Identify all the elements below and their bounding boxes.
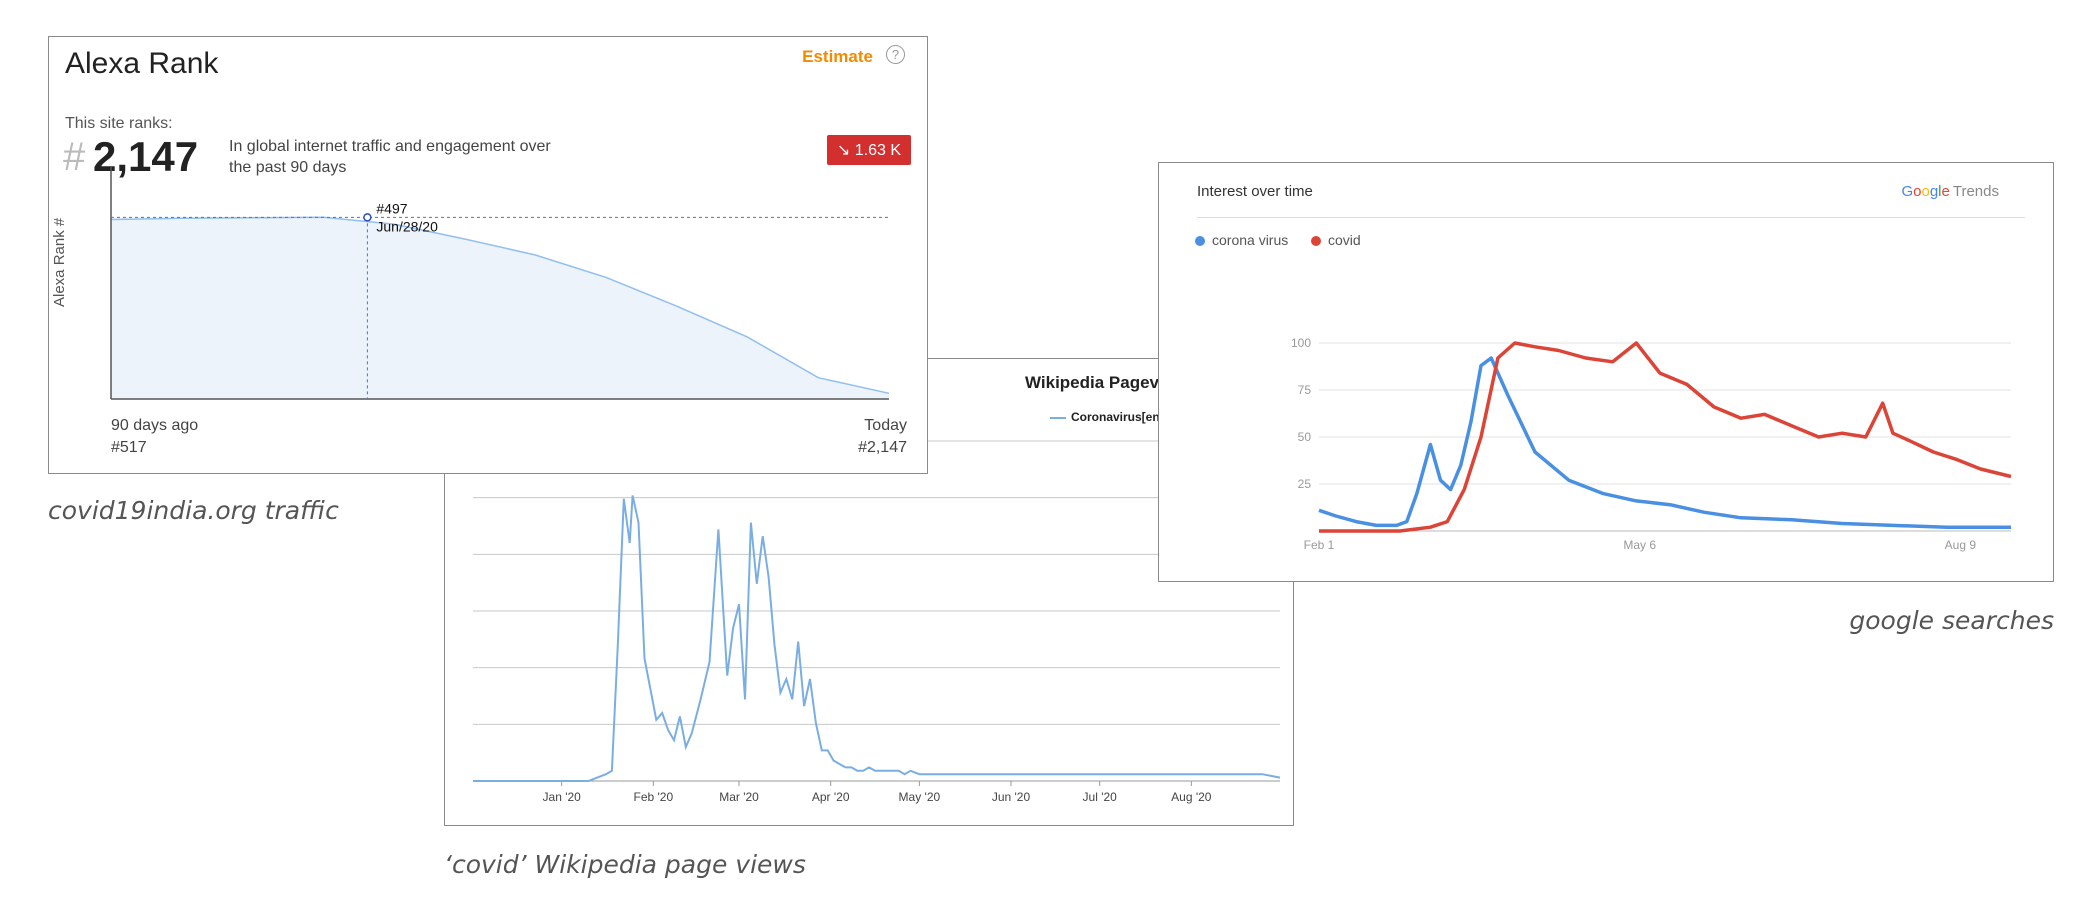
tooltip-rank: #497 <box>376 200 407 216</box>
x-tick-label: Jun '20 <box>992 790 1031 804</box>
x-start-rank: #517 <box>111 439 147 456</box>
legend-dot-icon <box>1195 236 1205 246</box>
x-tick-label: Mar '20 <box>719 790 759 804</box>
google-trends-logo: Google Trends <box>1901 183 1999 200</box>
alexa-rank-panel: Alexa Rank Estimate ? This site ranks: #… <box>48 36 928 474</box>
y-tick-label: 100 <box>1291 336 1311 350</box>
x-tick-label: Aug 9 <box>1945 538 1977 552</box>
x-tick-label: Feb '20 <box>633 790 673 804</box>
alexa-rank-line <box>110 216 890 395</box>
alexa-y-axis-label: Alexa Rank # <box>51 217 68 307</box>
legend-label-covid: covid <box>1328 232 1361 248</box>
google-trends-chart: 25 50 75 100 Feb 1 May 6 Aug 9 <box>1291 336 2012 552</box>
google-trends-title: Interest over time <box>1197 183 1313 200</box>
x-tick-label: May '20 <box>899 790 941 804</box>
rank-description: In global internet traffic and engagemen… <box>229 138 551 176</box>
x-tick-label: May 6 <box>1623 538 1656 552</box>
trends-wordmark: Trends <box>1952 183 1999 200</box>
wikipedia-chart-title: Wikipedia Pageviews <box>1025 373 1196 392</box>
x-end-label: Today <box>864 417 907 434</box>
x-end-label-group: Today #2,147 <box>858 415 907 459</box>
legend-covid[interactable]: covid <box>1311 232 1361 248</box>
help-icon[interactable]: ? <box>886 45 905 64</box>
rank-hash: # <box>63 135 86 179</box>
legend-line-swatch <box>1050 416 1066 419</box>
wikipedia-legend[interactable]: Coronavirus[en] <box>1050 410 1164 424</box>
legend-label-corona-virus: corona virus <box>1212 232 1289 248</box>
x-tick-label: Jan '20 <box>543 790 582 804</box>
series-line-coronavirus <box>473 495 1281 782</box>
google-caption: google searches <box>1849 606 2054 635</box>
alexa-caption: covid19india.org traffic <box>48 496 339 525</box>
x-tick-label: Apr '20 <box>812 790 850 804</box>
y-tick-label: 25 <box>1298 477 1312 491</box>
alexa-area-fill <box>111 217 889 399</box>
tooltip-marker <box>363 213 372 222</box>
tooltip-date: Jun/28/20 <box>376 218 438 234</box>
x-end-rank: #2,147 <box>858 439 907 456</box>
alexa-rank-chart[interactable]: #497 Jun/28/20 <box>49 37 929 475</box>
x-start-label-group: 90 days ago #517 <box>111 415 198 459</box>
title-divider <box>1197 217 2025 218</box>
ranks-label: This site ranks: <box>65 115 173 132</box>
x-start-label: 90 days ago <box>111 417 199 434</box>
google-trends-panel: Interest over time Google Trends corona v… <box>1158 162 2054 582</box>
wikipedia-legend-label: Coronavirus[en] <box>1071 410 1164 424</box>
alexa-title: Alexa Rank <box>65 47 219 80</box>
series-line-corona-virus <box>1318 356 2011 529</box>
x-tick-label: Jul '20 <box>1083 790 1118 804</box>
series-line-covid <box>1319 341 2012 533</box>
y-tick-label: 50 <box>1298 430 1312 444</box>
y-tick-label: 75 <box>1298 383 1312 397</box>
wikipedia-chart: Jan '20 Feb '20 Mar '20 Apr '20 May '20 Jun '… <box>473 440 1281 804</box>
wiki-caption: ‘covid’ Wikipedia page views <box>444 850 806 879</box>
x-tick-label: Aug '20 <box>1171 790 1212 804</box>
rank-change-badge: ↘ 1.63 K <box>826 135 911 165</box>
legend-dot-icon <box>1311 236 1321 246</box>
legend-corona-virus[interactable]: corona virus <box>1195 232 1288 248</box>
x-tick-label: Feb 1 <box>1304 538 1335 552</box>
estimate-link[interactable]: Estimate <box>802 47 873 66</box>
